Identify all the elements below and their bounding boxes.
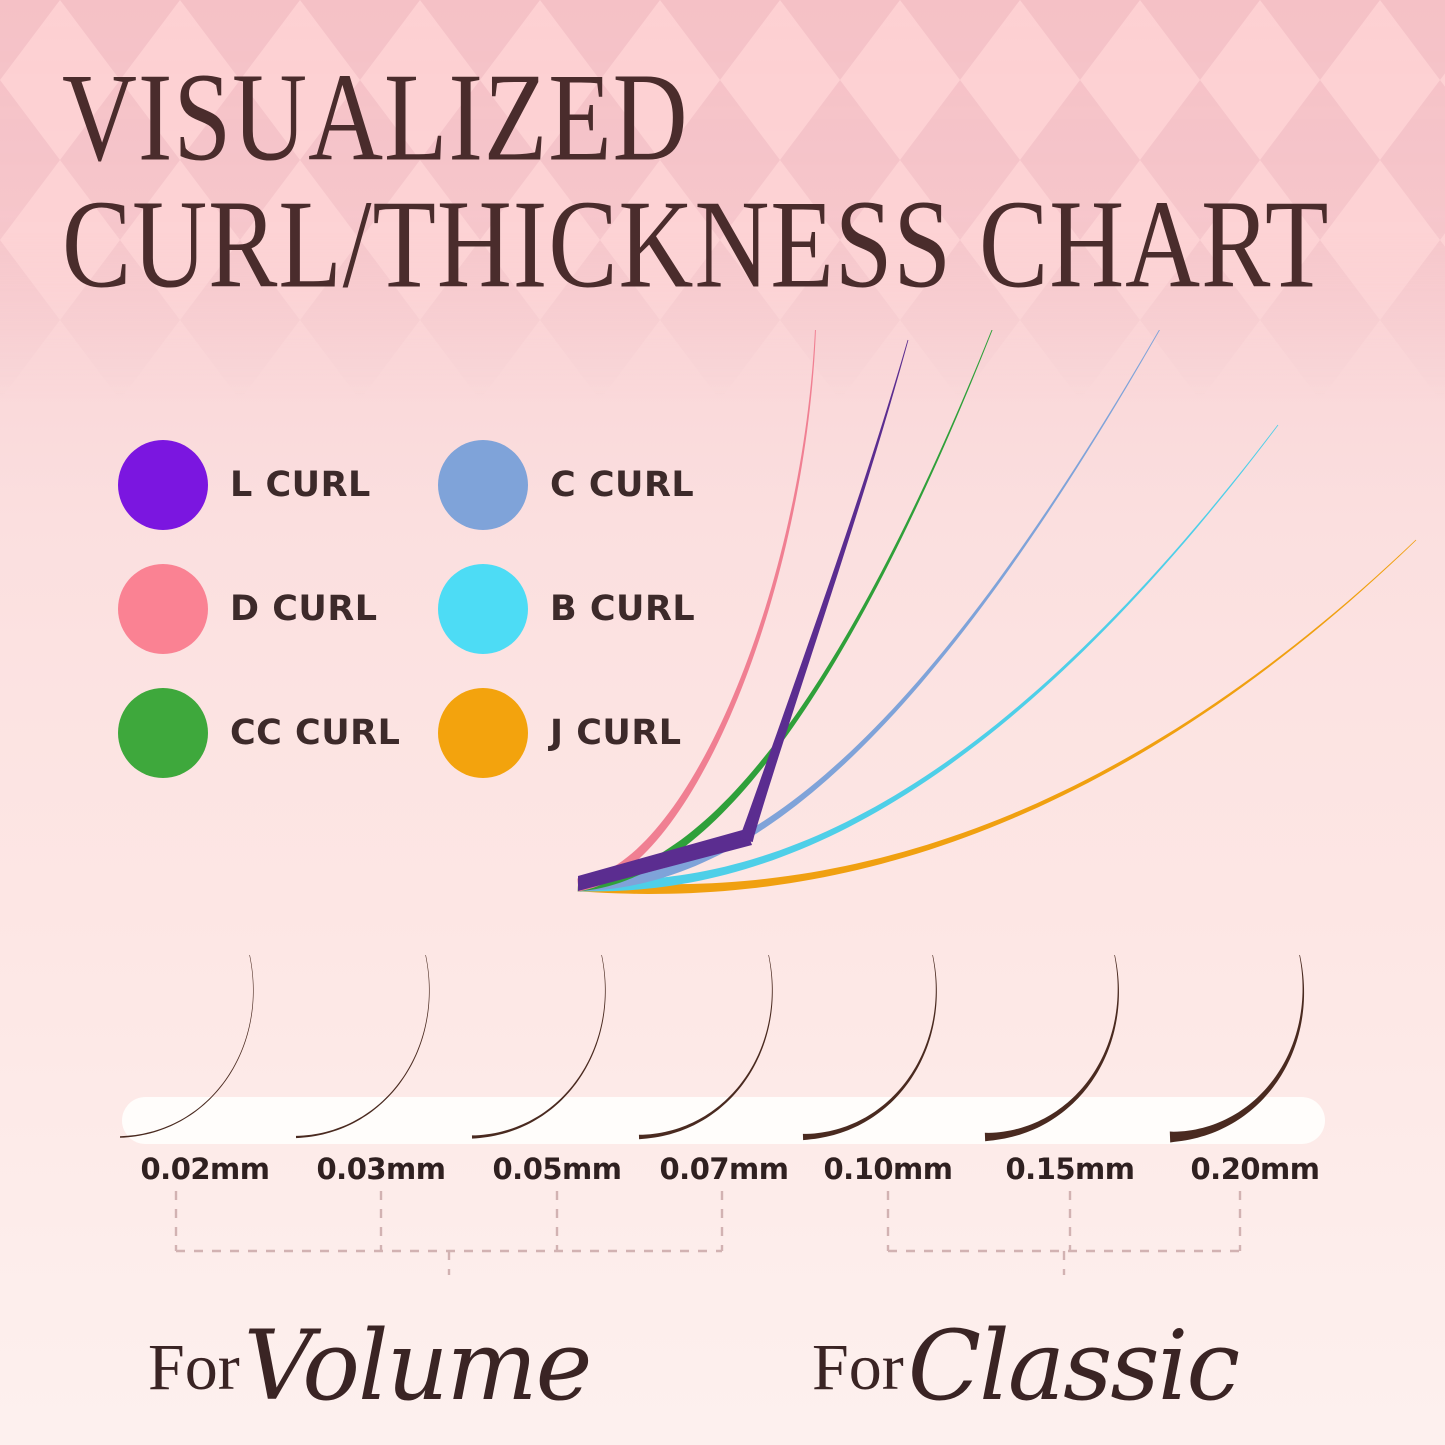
legend-item-d-curl[interactable]: D CURL [118,547,438,671]
thickness-label-6: 0.20mm [1190,1152,1321,1186]
curl-path-j [577,539,1417,894]
title-line-2: CURL/THICKNESS CHART [62,175,1330,316]
thickness-label-0: 0.02mm [140,1152,271,1186]
lash-0.10mm [802,955,937,1141]
legend-item-c-curl[interactable]: C CURL [438,423,758,547]
thickness-label-1: 0.03mm [316,1152,447,1186]
title-line-1: VISUALIZED [62,48,689,188]
legend-label: J CURL [550,713,682,753]
lash-thickness-diagram [119,955,1305,1143]
legend-label: D CURL [230,589,378,629]
lash-0.02mm [119,955,254,1138]
color-swatch-icon [118,440,208,530]
lash-0.03mm [295,955,430,1139]
thickness-label-4: 0.10mm [823,1152,954,1186]
curl-path-l-base [578,829,752,891]
curl-path-b [577,424,1279,892]
page-title: VISUALIZED CURL/THICKNESS CHART [62,48,1402,313]
color-swatch-icon [118,564,208,654]
color-swatch-icon [438,440,528,530]
thickness-label-row: 0.02mm 0.03mm 0.05mm 0.07mm 0.10mm 0.15m… [0,1152,1445,1192]
color-swatch-icon [438,688,528,778]
curl-legend: L CURL C CURL D CURL B CURL CC CURL J CU… [118,423,718,795]
thickness-label-3: 0.07mm [659,1152,790,1186]
legend-item-l-curl[interactable]: L CURL [118,423,438,547]
caption-volume-fancy: Volume [243,1310,593,1422]
caption-for-classic: For Classic [812,1300,1240,1422]
legend-item-b-curl[interactable]: B CURL [438,547,758,671]
lash-0.15mm [984,955,1119,1142]
caption-classic-plain: For [812,1331,904,1404]
thickness-label-5: 0.15mm [1005,1152,1136,1186]
legend-label: CC CURL [230,713,401,753]
caption-for-volume: For Volume [148,1300,592,1422]
curl-path-c [577,330,1160,892]
curl-curves-diagram [577,330,1417,894]
color-swatch-icon [118,688,208,778]
legend-item-cc-curl[interactable]: CC CURL [118,671,438,795]
legend-item-j-curl[interactable]: J CURL [438,671,758,795]
curl-path-l [739,339,909,843]
lash-0.20mm [1169,955,1305,1143]
color-swatch-icon [438,564,528,654]
curl-path-d [577,330,816,892]
legend-label: C CURL [550,465,695,505]
caption-classic-fancy: Classic [907,1310,1240,1422]
lash-0.05mm [471,955,606,1139]
caption-volume-plain: For [148,1331,240,1404]
legend-label: L CURL [230,465,371,505]
thickness-label-2: 0.05mm [492,1152,623,1186]
group-brackets [174,1191,1242,1275]
lash-0.07mm [638,955,773,1140]
legend-label: B CURL [550,589,696,629]
